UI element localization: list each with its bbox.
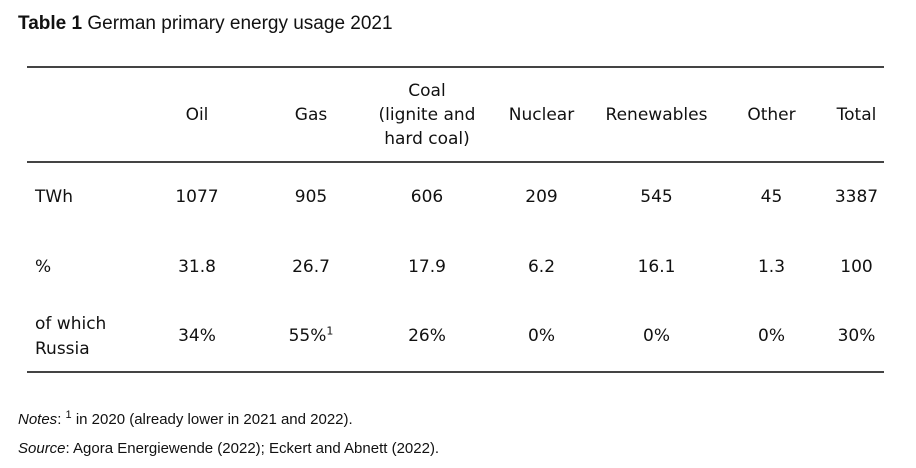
cell-russia-gas: 55%1 — [252, 302, 370, 372]
table-row: % 31.8 26.7 17.9 6.2 16.1 1.3 100 — [27, 232, 884, 302]
cell-twh-other: 45 — [760, 187, 783, 207]
table-caption: German primary energy usage 2021 — [87, 13, 393, 34]
cell-twh-nuclear: 209 — [525, 187, 558, 207]
cell-russia-total: 30% — [837, 326, 876, 346]
header-empty — [27, 67, 142, 162]
cell-pct-nuclear: 6.2 — [527, 256, 556, 277]
cell-pct-coal: 17.9 — [408, 256, 446, 277]
cell-twh-total: 3387 — [834, 187, 879, 207]
row-label-russia-line2: Russia — [35, 338, 90, 359]
row-label-russia: of which Russia — [27, 302, 142, 372]
cell-russia-other: 0% — [758, 326, 785, 346]
header-gas: Gas — [294, 104, 328, 125]
row-label-twh: TWh — [35, 187, 73, 207]
cell-russia-oil: 34% — [178, 326, 216, 346]
header-renewables: Renewables — [605, 104, 708, 125]
cell-russia-gas-value: 55% — [288, 326, 327, 346]
notes-text: in 2020 (already lower in 2021 and 2022)… — [71, 411, 353, 428]
table-number: Table 1 — [18, 13, 83, 34]
table-title: Table 1 German primary energy usage 2021 — [18, 13, 393, 35]
cell-pct-oil: 31.8 — [178, 256, 216, 277]
row-label-percent: % — [35, 256, 52, 277]
source-text: : Agora Energiewende (2022); Eckert and … — [65, 440, 440, 457]
header-other: Other — [747, 104, 796, 125]
header-oil: Oil — [185, 104, 209, 125]
cell-twh-coal: 606 — [410, 187, 444, 207]
table-row: TWh 1077 905 606 209 545 45 3387 — [27, 162, 884, 232]
cell-pct-other: 1.3 — [757, 256, 786, 277]
cell-twh-gas: 905 — [294, 187, 328, 207]
cell-russia-renewables: 0% — [643, 326, 670, 346]
header-nuclear: Nuclear — [508, 104, 575, 125]
cell-twh-renewables: 545 — [640, 187, 673, 207]
header-coal-line1: Coal — [408, 80, 446, 101]
energy-table: Oil Gas Coal (lignite and hard coal) Nuc… — [27, 66, 884, 373]
cell-pct-renewables: 16.1 — [637, 256, 676, 277]
header-coal: Coal (lignite and hard coal) — [370, 67, 484, 162]
table-row: of which Russia 34% 55%1 26% 0% 0% 0% 30… — [27, 302, 884, 372]
cell-russia-coal: 26% — [408, 326, 446, 346]
notes-footnote-marker: 1 — [65, 409, 72, 421]
cell-pct-gas: 26.7 — [292, 256, 330, 277]
source-line: Source: Agora Energiewende (2022); Ecker… — [18, 434, 439, 463]
cell-twh-oil: 1077 — [175, 187, 219, 207]
header-row: Oil Gas Coal (lignite and hard coal) Nuc… — [27, 67, 884, 162]
header-total: Total — [836, 104, 877, 125]
cell-russia-nuclear: 0% — [528, 326, 555, 346]
row-label-russia-line1: of which — [35, 313, 107, 334]
source-label: Source — [18, 440, 66, 457]
notes-label: Notes — [18, 411, 58, 428]
notes-block: Notes: 1 in 2020 (already lower in 2021 … — [18, 405, 439, 463]
header-coal-line3: hard coal) — [384, 128, 470, 149]
footnote-marker: 1 — [326, 324, 334, 338]
cell-pct-total: 100 — [840, 256, 873, 277]
notes-line: Notes: 1 in 2020 (already lower in 2021 … — [18, 409, 353, 429]
header-coal-line2: (lignite and — [378, 104, 476, 125]
